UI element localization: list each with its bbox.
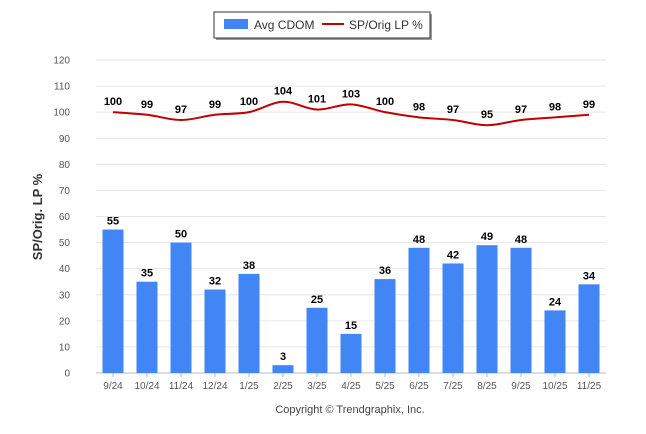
bar (408, 247, 430, 373)
bar-value-label: 50 (175, 229, 187, 241)
bar-value-label: 36 (379, 265, 391, 277)
y-axis-ticks: 0 10 20 30 40 50 60 70 80 90 100 110 120 (53, 56, 70, 380)
line-value-label: 95 (481, 109, 493, 121)
bar (340, 333, 362, 373)
bar (476, 245, 498, 373)
line-value-label: 99 (141, 99, 153, 111)
bar-value-label: 49 (481, 231, 493, 243)
x-tick-label: 2/25 (273, 381, 293, 392)
y-tick-label: 120 (53, 56, 70, 67)
bar-value-label: 3 (280, 351, 286, 363)
line-path (112, 100, 590, 127)
x-tick-label: 12/24 (202, 381, 227, 392)
x-tick-label: 5/25 (375, 381, 395, 392)
line-value-label: 97 (515, 104, 527, 116)
y-tick-label: 80 (59, 160, 71, 171)
x-tick-label: 4/25 (341, 381, 361, 392)
line-value-label: 100 (240, 96, 258, 108)
bar-value-label: 38 (243, 260, 255, 272)
y-tick-label: 0 (64, 369, 70, 380)
y-tick-label: 40 (59, 264, 71, 275)
x-tick-label: 8/25 (477, 381, 497, 392)
x-tick-label: 1/25 (239, 381, 259, 392)
bar (442, 263, 464, 373)
y-tick-label: 30 (59, 290, 71, 301)
x-tick-label: 3/25 (307, 381, 327, 392)
x-tick-label: 11/24 (169, 381, 194, 392)
line-value-label: 100 (376, 96, 394, 108)
line-value-label: 97 (175, 104, 187, 116)
bar (238, 273, 260, 373)
line-value-label: 99 (209, 99, 221, 111)
y-tick-label: 60 (59, 212, 71, 223)
bar (272, 365, 294, 373)
x-axis-ticks: 9/24 10/24 11/24 12/24 1/25 2/25 3/25 4/25 5/25 6… (103, 373, 602, 392)
bar (374, 279, 396, 373)
line-value-label: 103 (342, 88, 360, 100)
x-tick-label: 9/24 (103, 381, 123, 392)
line-value-label: 99 (583, 99, 595, 111)
y-tick-label: 50 (59, 238, 71, 249)
bar-value-label: 15 (345, 320, 357, 332)
y-tick-label: 100 (53, 108, 70, 119)
line-value-label: 97 (447, 104, 459, 116)
line-value-label: 101 (308, 94, 326, 106)
y-tick-label: 10 (59, 342, 71, 353)
x-tick-label: 10/25 (542, 381, 567, 392)
bar-value-label: 42 (447, 249, 459, 261)
bar-value-label: 24 (549, 296, 562, 308)
x-tick-label: 10/24 (134, 381, 159, 392)
bar-value-label: 48 (515, 234, 527, 246)
bar (136, 281, 158, 373)
legend-label-bar: Avg CDOM (254, 18, 314, 32)
line-series (112, 100, 590, 127)
line-value-label: 98 (549, 101, 561, 113)
bar-value-label: 25 (311, 294, 323, 306)
x-tick-label: 11/25 (577, 381, 602, 392)
bar-value-label: 34 (583, 270, 596, 282)
bar-value-label: 48 (413, 234, 425, 246)
bar-data-labels: 55 35 50 32 38 3 25 15 36 48 42 49 48 24 34 (107, 216, 596, 364)
line-value-label: 100 (104, 96, 122, 108)
x-tick-label: 7/25 (443, 381, 463, 392)
y-tick-label: 70 (59, 186, 71, 197)
bar-value-label: 35 (141, 268, 153, 280)
bar-series (102, 229, 600, 373)
bar (544, 310, 566, 373)
y-axis-title: SP/Orig. LP % (30, 173, 45, 260)
legend: Avg CDOM SP/Orig LP % (213, 11, 432, 40)
line-data-labels: 100 99 97 99 100 104 101 103 100 98 97 95 97 98 99 (104, 86, 595, 121)
y-tick-label: 90 (59, 134, 71, 145)
y-tick-label: 20 (59, 316, 71, 327)
line-value-label: 104 (274, 86, 293, 98)
bar (204, 289, 226, 373)
x-tick-label: 6/25 (409, 381, 429, 392)
legend-swatch-bar (224, 19, 248, 29)
line-value-label: 98 (413, 101, 425, 113)
bar-value-label: 55 (107, 216, 119, 228)
legend-label-line: SP/Orig LP % (349, 18, 423, 32)
y-tick-label: 110 (54, 82, 70, 93)
bar (102, 229, 124, 373)
bar (510, 247, 532, 373)
bar (170, 242, 192, 373)
bar (306, 307, 328, 373)
x-tick-label: 9/25 (511, 381, 531, 392)
bar-value-label: 32 (209, 276, 221, 288)
bar (578, 284, 600, 373)
copyright-text: Copyright © Trendgraphix, Inc. (275, 404, 424, 416)
